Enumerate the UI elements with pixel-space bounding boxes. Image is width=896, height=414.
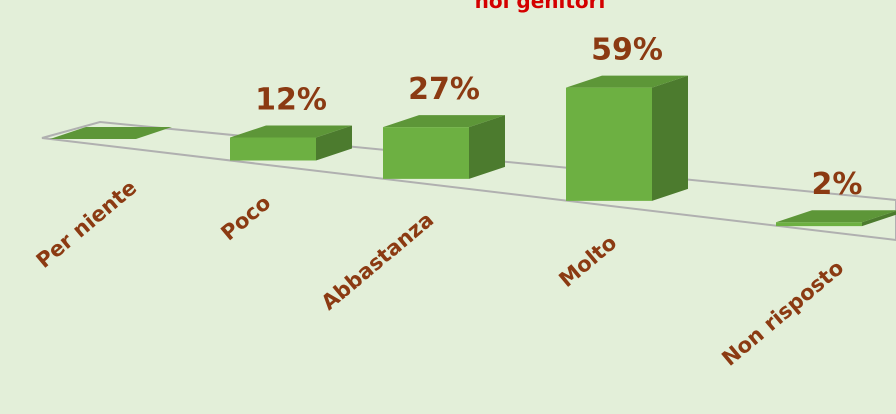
bar-front [383,127,469,179]
bar-top [50,126,172,139]
bar [50,126,172,139]
bar-side [652,75,688,201]
bar [383,115,505,179]
bar [230,125,352,161]
bar-side [469,115,505,179]
bar-front [776,222,862,227]
bar-top [566,75,688,88]
bar-top [230,125,352,138]
bar [776,210,896,227]
bar-side [316,125,352,161]
value-label: 12% [255,83,327,118]
bar-side [862,210,896,227]
bar-front [566,87,652,201]
bar [566,75,688,201]
bar-top [776,210,896,223]
chart-title: noi genitori [475,0,606,13]
value-label: 59% [591,33,663,68]
value-label: 27% [408,72,480,107]
bar-front [230,137,316,161]
bar-top [383,115,505,128]
floor [41,120,896,242]
value-label: 2% [812,167,863,202]
